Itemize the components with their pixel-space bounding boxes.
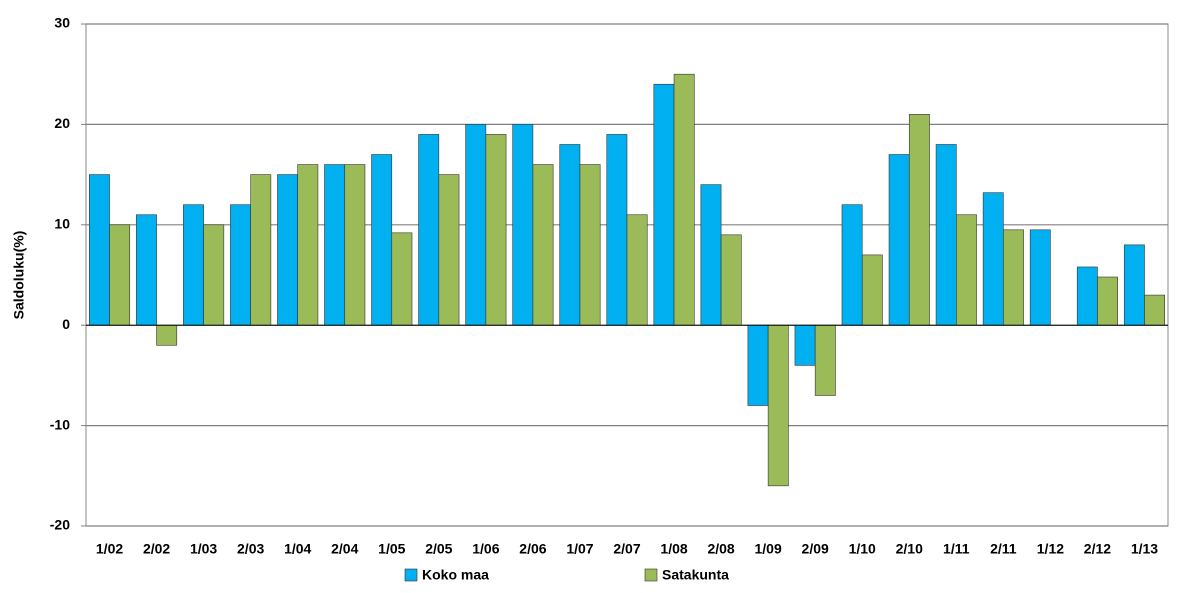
bar (626, 214, 648, 326)
y-tick-label: 30 (54, 15, 70, 31)
x-tick-label: 1/02 (96, 541, 123, 557)
bar (371, 154, 393, 326)
bar (297, 164, 319, 326)
bar (956, 214, 977, 326)
bar (1076, 266, 1098, 326)
x-tick-label: 1/11 (943, 541, 970, 557)
x-tick-label: 1/09 (755, 541, 782, 557)
x-tick-label: 1/07 (566, 541, 593, 557)
bar (438, 174, 460, 326)
bar (512, 124, 534, 326)
x-tick-label: 2/12 (1084, 541, 1111, 557)
legend-swatch (644, 568, 658, 582)
bar (277, 174, 298, 326)
y-tick-label: 20 (54, 115, 70, 131)
legend-label: Koko maa (422, 567, 489, 583)
bar (344, 164, 366, 326)
x-tick-label: 2/09 (802, 541, 829, 557)
x-tick-label: 1/13 (1131, 541, 1158, 557)
x-tick-label: 2/03 (237, 541, 264, 557)
y-tick-label: -20 (50, 517, 70, 533)
bar (109, 224, 131, 326)
bar (183, 204, 204, 326)
x-tick-label: 2/05 (425, 541, 452, 557)
bar (250, 174, 272, 326)
x-tick-label: 1/03 (190, 541, 217, 557)
x-tick-label: 1/08 (660, 541, 687, 557)
x-tick-label: 2/06 (519, 541, 546, 557)
legend-swatch (404, 568, 418, 582)
bar (418, 134, 440, 326)
bar (230, 204, 251, 326)
bar (700, 184, 722, 326)
x-tick-label: 2/02 (143, 541, 170, 557)
y-tick-label: -10 (50, 416, 70, 432)
bar (1123, 244, 1145, 326)
bar (935, 144, 957, 326)
bar (465, 124, 487, 326)
y-tick-label: 0 (62, 316, 70, 332)
bar (88, 174, 110, 326)
x-tick-label: 2/04 (331, 541, 358, 557)
x-tick-label: 2/10 (896, 541, 923, 557)
bar (1029, 229, 1051, 326)
bar (888, 154, 910, 326)
bar (1097, 276, 1118, 326)
bar (908, 114, 930, 326)
bar (579, 164, 601, 326)
bar (747, 324, 769, 406)
bar (767, 324, 789, 487)
x-tick-label: 2/08 (707, 541, 734, 557)
bar (794, 324, 816, 366)
x-tick-label: 1/04 (284, 541, 311, 557)
bar (982, 192, 1004, 326)
bar (485, 134, 507, 326)
x-tick-label: 1/05 (378, 541, 405, 557)
bar (203, 224, 225, 326)
y-axis-label: Saldoluku(%) (11, 231, 27, 320)
bar (653, 83, 675, 326)
bar (1144, 294, 1166, 326)
x-tick-label: 1/10 (849, 541, 876, 557)
x-tick-label: 2/11 (990, 541, 1017, 557)
bar (324, 164, 346, 326)
bar (606, 134, 628, 326)
bar (136, 214, 157, 326)
bar (156, 324, 178, 346)
bar (391, 232, 413, 326)
bar (532, 164, 554, 326)
y-tick-label: 10 (54, 216, 70, 232)
bar (841, 204, 863, 326)
bar (1003, 229, 1024, 326)
legend-label: Satakunta (662, 567, 729, 583)
bar (720, 234, 742, 326)
bar (814, 324, 836, 396)
bar (559, 144, 581, 326)
x-tick-label: 1/06 (472, 541, 499, 557)
x-tick-label: 2/07 (613, 541, 640, 557)
bar (861, 254, 883, 326)
bar (673, 73, 695, 326)
x-tick-label: 1/12 (1037, 541, 1064, 557)
